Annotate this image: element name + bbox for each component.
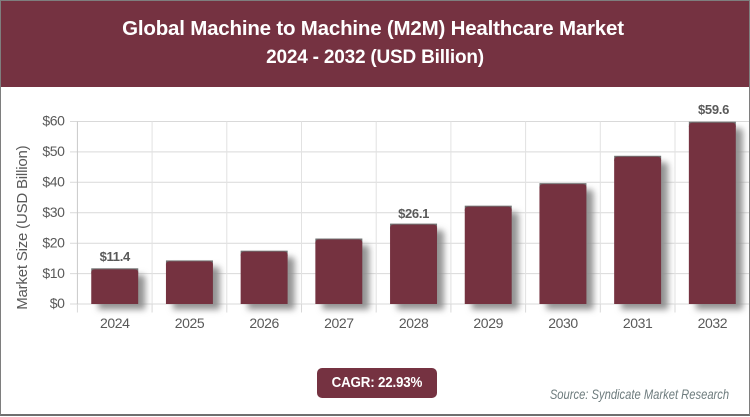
svg-text:$40: $40 (42, 174, 65, 190)
svg-text:2030: 2030 (548, 315, 578, 331)
svg-text:2031: 2031 (623, 315, 653, 331)
svg-text:$20: $20 (42, 234, 65, 250)
svg-text:$50: $50 (42, 143, 65, 159)
svg-text:2032: 2032 (698, 315, 728, 331)
svg-text:Market Size (USD Billion): Market Size (USD Billion) (14, 145, 31, 309)
svg-text:$0: $0 (50, 295, 65, 311)
svg-text:2027: 2027 (324, 315, 354, 331)
svg-text:2026: 2026 (249, 315, 279, 331)
svg-text:$59.6: $59.6 (698, 102, 729, 117)
svg-text:$30: $30 (42, 204, 65, 220)
svg-text:$10: $10 (42, 265, 65, 281)
svg-text:2024: 2024 (100, 315, 130, 331)
svg-text:$26.1: $26.1 (398, 206, 429, 221)
svg-text:$11.4: $11.4 (100, 249, 131, 264)
svg-text:2028: 2028 (399, 315, 429, 331)
svg-text:$60: $60 (42, 113, 65, 129)
svg-text:2029: 2029 (473, 315, 503, 331)
svg-text:2025: 2025 (175, 315, 205, 331)
